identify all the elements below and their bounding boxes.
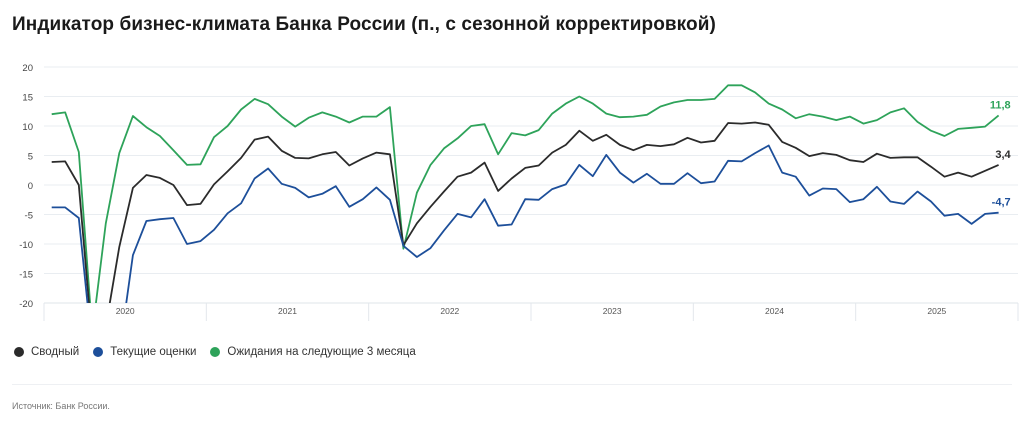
legend-dot-icon <box>210 347 221 357</box>
legend-label: Сводный <box>31 346 80 358</box>
y-tick-label: 0 <box>28 181 33 192</box>
y-tick-label: -5 <box>25 211 33 222</box>
end-value-label: 3,4 <box>995 149 1011 161</box>
legend: Сводный Текущие оценки Ожидания на следу… <box>14 346 416 358</box>
legend-dot-icon <box>93 347 104 357</box>
legend-label: Текущие оценки <box>110 346 197 358</box>
y-tick-label: -10 <box>19 240 33 251</box>
source-note: Источник: Банк России. <box>12 401 110 411</box>
x-tick-label: 2020 <box>116 306 135 316</box>
legend-dot-icon <box>14 347 24 357</box>
x-tick-label: 2022 <box>440 306 459 316</box>
legend-item-current[interactable]: Текущие оценки <box>93 346 196 358</box>
series-lines <box>51 84 1000 303</box>
x-tick-label: 2024 <box>765 306 784 316</box>
legend-item-expectations[interactable]: Ожидания на следующие 3 месяца <box>210 346 416 358</box>
end-value-label: 11,8 <box>990 99 1011 111</box>
x-tick-label: 2025 <box>927 306 946 316</box>
y-tick-label: -20 <box>19 299 33 310</box>
gridlines <box>44 66 1018 274</box>
y-tick-label: 20 <box>22 63 33 74</box>
end-value-label: -4,7 <box>992 197 1011 209</box>
y-tick-label: 10 <box>22 122 33 133</box>
x-tick-label: 2023 <box>603 306 622 316</box>
legend-label: Ожидания на следующие 3 месяца <box>227 346 416 358</box>
legend-item-composite[interactable]: Сводный <box>14 346 79 358</box>
line-chart: 20 15 10 5 0 -5 -10 -15 -20 2020 2021 2022 2023 2024… <box>19 63 1019 321</box>
series-line-0 <box>51 121 999 303</box>
y-axis-ticks: 20 15 10 5 0 -5 -10 -15 -20 <box>19 63 33 310</box>
x-tick-label: 2021 <box>278 306 297 316</box>
y-tick-label: 15 <box>22 93 33 104</box>
divider <box>12 384 1012 385</box>
y-tick-label: -15 <box>19 270 33 281</box>
x-axis: 2020 2021 2022 2023 2024 2025 <box>43 302 1019 321</box>
series-line-1 <box>51 144 999 303</box>
end-labels: 11,8 3,4 -4,7 <box>990 99 1012 208</box>
chart-title: Индикатор бизнес-климата Банка России (п… <box>12 14 716 35</box>
y-tick-label: 5 <box>28 152 33 163</box>
series-line-2 <box>51 84 1000 303</box>
